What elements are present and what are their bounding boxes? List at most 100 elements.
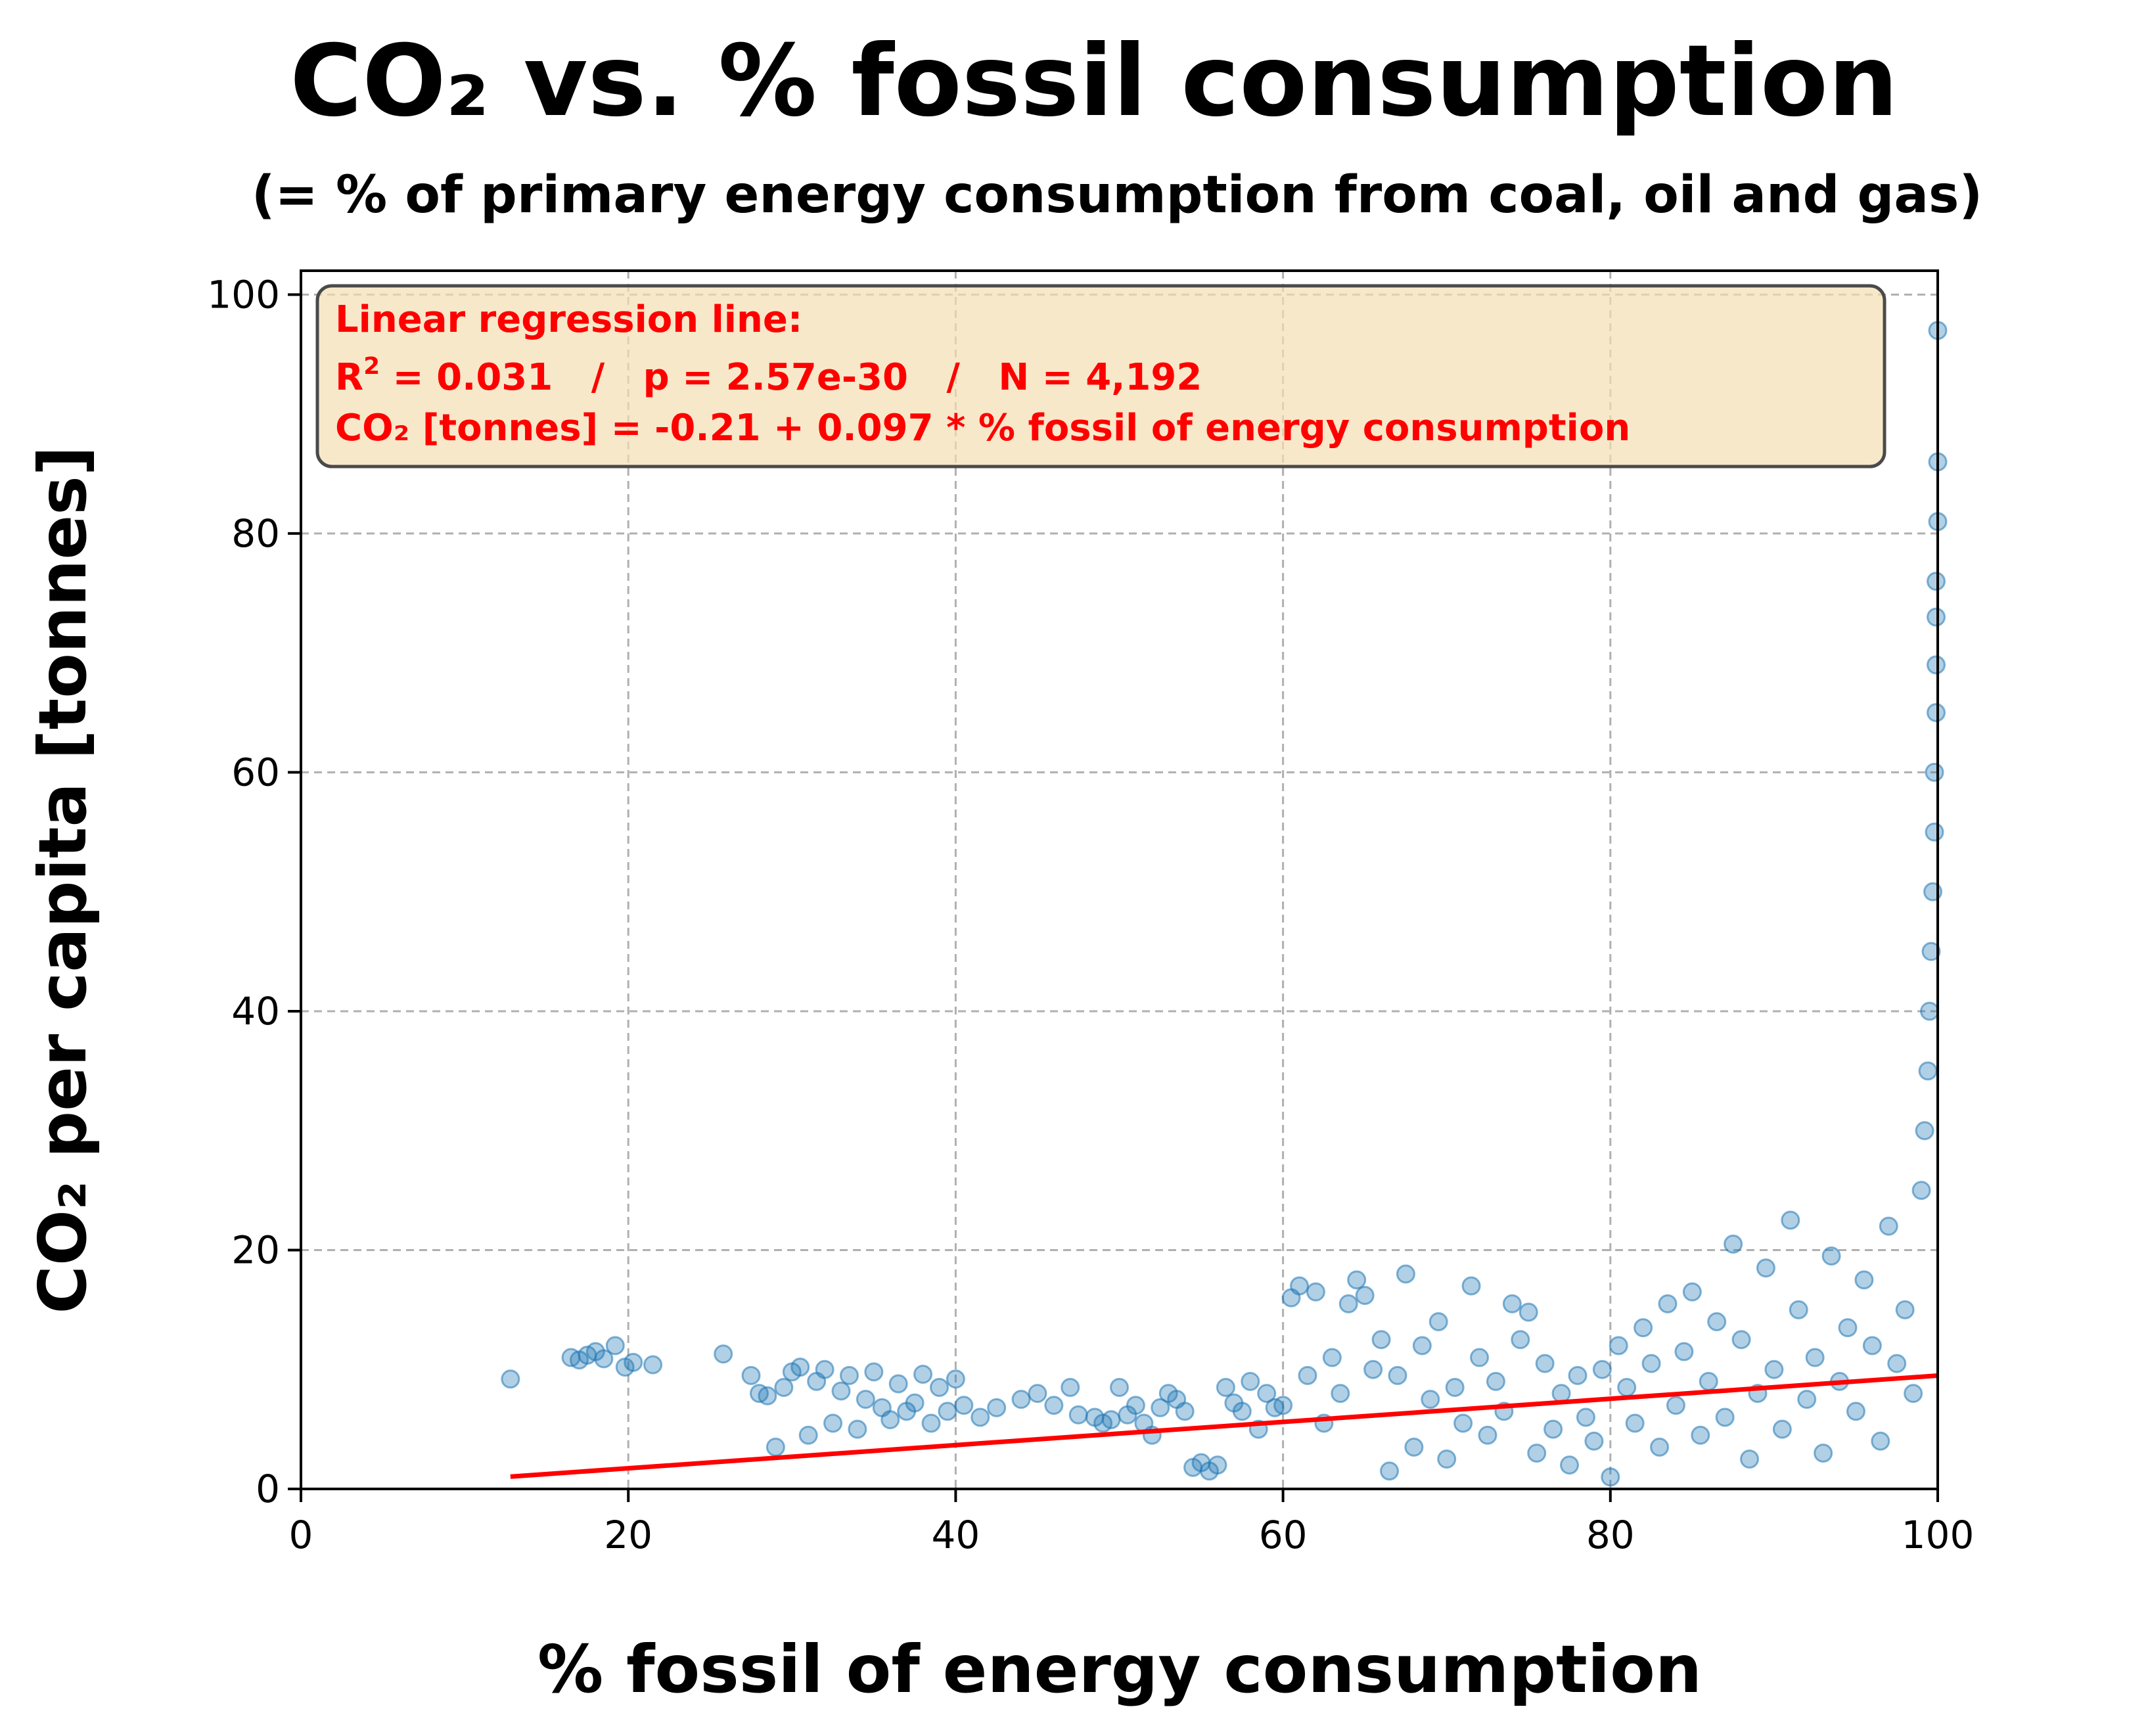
data-point-26 bbox=[864, 1362, 884, 1382]
data-point-81 bbox=[1380, 1461, 1400, 1481]
data-point-79 bbox=[1363, 1359, 1383, 1379]
data-point-114 bbox=[1650, 1437, 1670, 1457]
data-point-115 bbox=[1658, 1294, 1678, 1313]
data-point-17 bbox=[790, 1358, 810, 1377]
data-point-150 bbox=[1921, 942, 1941, 961]
data-point-103 bbox=[1560, 1455, 1580, 1475]
regression-line bbox=[510, 1373, 1938, 1479]
data-point-14 bbox=[766, 1437, 785, 1457]
data-point-152 bbox=[1925, 822, 1944, 842]
data-point-53 bbox=[1151, 1398, 1170, 1417]
data-point-72 bbox=[1306, 1282, 1325, 1302]
data-point-86 bbox=[1421, 1390, 1440, 1409]
data-point-48 bbox=[1110, 1378, 1129, 1397]
data-point-110 bbox=[1617, 1378, 1637, 1397]
x-tick-label-0: 0 bbox=[289, 1513, 313, 1557]
data-point-82 bbox=[1388, 1365, 1407, 1385]
data-point-122 bbox=[1715, 1407, 1735, 1427]
data-point-90 bbox=[1453, 1413, 1473, 1433]
data-point-63 bbox=[1232, 1402, 1252, 1421]
data-point-77 bbox=[1347, 1270, 1367, 1290]
data-point-98 bbox=[1519, 1302, 1538, 1322]
data-point-155 bbox=[1927, 655, 1946, 675]
chart-subtitle: (= % of primary energy consumption from … bbox=[252, 166, 1982, 225]
data-point-11 bbox=[741, 1365, 761, 1385]
data-point-38 bbox=[971, 1407, 990, 1427]
data-point-154 bbox=[1927, 703, 1946, 723]
x-axis-label: % fossil of energy consumption bbox=[537, 1631, 1702, 1708]
data-point-70 bbox=[1290, 1276, 1310, 1296]
data-point-92 bbox=[1470, 1348, 1490, 1367]
data-point-119 bbox=[1691, 1425, 1710, 1445]
data-point-156 bbox=[1927, 607, 1946, 627]
data-point-144 bbox=[1895, 1300, 1915, 1319]
y-tick-label-0: 0 bbox=[256, 1467, 280, 1511]
data-point-124 bbox=[1731, 1330, 1751, 1350]
annotation-box: Linear regression line: R2 = 0.031 / p =… bbox=[315, 284, 1886, 468]
data-point-107 bbox=[1592, 1359, 1612, 1379]
data-point-133 bbox=[1805, 1348, 1825, 1367]
data-point-118 bbox=[1682, 1282, 1702, 1302]
annotation-box-bg bbox=[315, 284, 1886, 468]
data-point-129 bbox=[1772, 1419, 1792, 1439]
data-point-99 bbox=[1527, 1443, 1547, 1463]
data-point-123 bbox=[1724, 1234, 1743, 1254]
regression-line-path bbox=[510, 1373, 1938, 1479]
data-point-33 bbox=[921, 1413, 941, 1433]
x-tick-label-3: 60 bbox=[1259, 1513, 1308, 1557]
y-tick-label-3: 60 bbox=[231, 750, 280, 794]
data-point-108 bbox=[1601, 1467, 1620, 1487]
data-point-125 bbox=[1740, 1450, 1760, 1469]
data-point-131 bbox=[1789, 1300, 1808, 1319]
data-point-39 bbox=[987, 1398, 1007, 1417]
data-point-88 bbox=[1437, 1450, 1457, 1469]
data-point-91 bbox=[1461, 1276, 1481, 1296]
data-point-31 bbox=[905, 1393, 925, 1413]
data-point-84 bbox=[1404, 1437, 1424, 1457]
data-point-44 bbox=[1068, 1405, 1088, 1425]
data-point-22 bbox=[831, 1381, 851, 1401]
data-point-139 bbox=[1854, 1270, 1874, 1290]
data-point-146 bbox=[1911, 1181, 1931, 1200]
annotation-r-label: R bbox=[335, 356, 363, 399]
data-point-143 bbox=[1887, 1354, 1907, 1373]
data-point-10 bbox=[714, 1344, 733, 1364]
data-point-68 bbox=[1273, 1396, 1293, 1415]
data-point-83 bbox=[1396, 1264, 1415, 1284]
x-axis-ticks: 0 20 40 60 80 100 bbox=[289, 1489, 1975, 1557]
data-point-117 bbox=[1674, 1342, 1694, 1361]
data-point-142 bbox=[1879, 1216, 1898, 1236]
data-points bbox=[501, 321, 1948, 1487]
data-point-32 bbox=[913, 1365, 933, 1384]
data-point-109 bbox=[1609, 1336, 1628, 1356]
data-point-96 bbox=[1502, 1294, 1522, 1313]
data-point-132 bbox=[1797, 1390, 1817, 1409]
y-tick-label-2: 40 bbox=[231, 989, 280, 1034]
x-tick-label-1: 20 bbox=[604, 1513, 652, 1557]
data-point-94 bbox=[1486, 1371, 1505, 1391]
data-point-89 bbox=[1445, 1378, 1465, 1397]
data-point-148 bbox=[1918, 1061, 1938, 1081]
data-point-47 bbox=[1101, 1410, 1121, 1430]
data-point-6 bbox=[605, 1336, 625, 1356]
data-point-93 bbox=[1478, 1425, 1497, 1445]
x-tick-label-2: 40 bbox=[931, 1513, 980, 1557]
data-point-104 bbox=[1568, 1365, 1588, 1385]
y-tick-label-5: 100 bbox=[207, 272, 280, 317]
x-tick-label-5: 100 bbox=[1902, 1513, 1975, 1557]
data-point-111 bbox=[1625, 1413, 1645, 1433]
plot-frame bbox=[300, 269, 1939, 1490]
data-point-37 bbox=[954, 1396, 974, 1415]
data-point-137 bbox=[1838, 1318, 1858, 1338]
data-point-8 bbox=[624, 1352, 643, 1372]
data-point-130 bbox=[1781, 1210, 1800, 1230]
data-point-35 bbox=[938, 1402, 957, 1421]
data-point-71 bbox=[1298, 1365, 1317, 1385]
data-point-157 bbox=[1927, 572, 1946, 591]
data-point-75 bbox=[1331, 1384, 1350, 1404]
data-point-0 bbox=[501, 1369, 520, 1389]
data-point-120 bbox=[1699, 1371, 1718, 1391]
data-point-42 bbox=[1044, 1396, 1064, 1415]
data-point-141 bbox=[1871, 1431, 1890, 1451]
